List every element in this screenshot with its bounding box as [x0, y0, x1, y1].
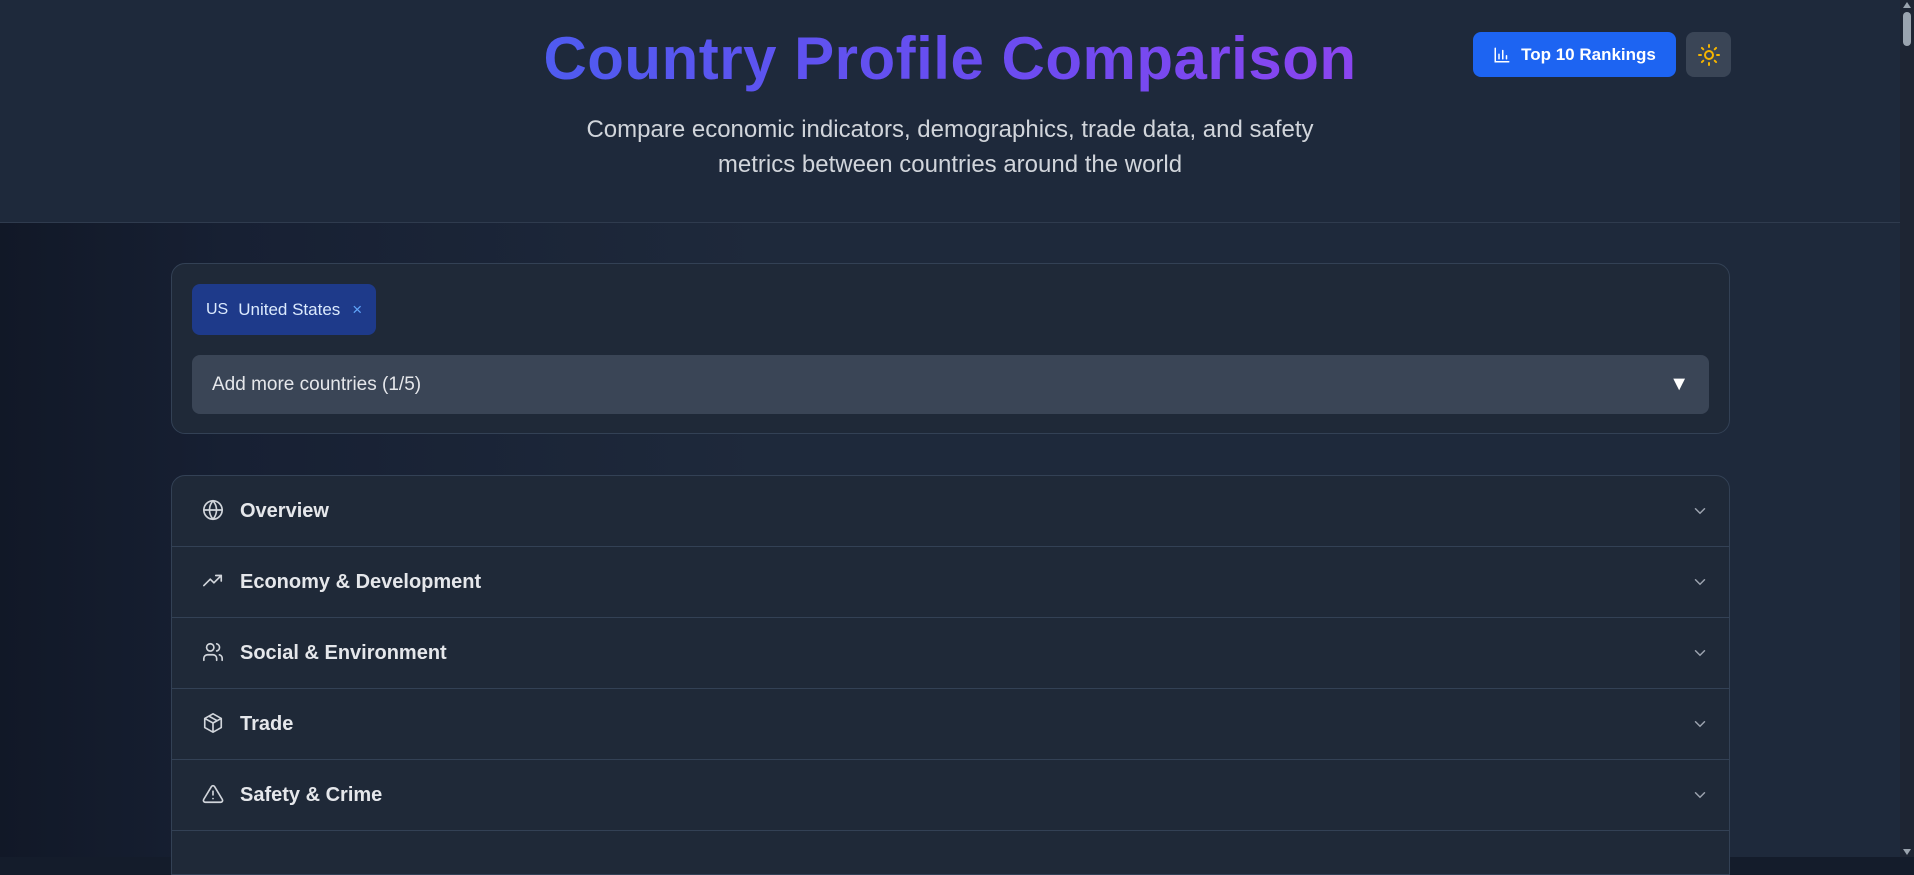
theme-toggle-button[interactable]: [1686, 32, 1731, 77]
top-rankings-button[interactable]: Top 10 Rankings: [1473, 32, 1676, 77]
scroll-down-arrow-icon[interactable]: [1903, 849, 1911, 855]
section-label: Economy & Development: [240, 570, 482, 593]
chevron-down-icon: [1691, 786, 1709, 804]
section-social[interactable]: Social & Environment: [172, 618, 1729, 689]
page-title-text: Country Profile Comparison: [543, 25, 1357, 92]
top-rankings-label: Top 10 Rankings: [1521, 44, 1656, 64]
package-icon: [202, 712, 226, 736]
section-label: Safety & Crime: [240, 783, 383, 806]
page-scrollbar[interactable]: [1900, 0, 1914, 857]
chevron-down-icon: [1691, 502, 1709, 520]
add-countries-label: Add more countries (1/5): [212, 373, 422, 395]
country-code: US: [206, 300, 229, 318]
section-label: Social & Environment: [240, 641, 447, 664]
trending-up-icon: [202, 570, 226, 594]
users-icon: [202, 641, 226, 665]
remove-country-button[interactable]: ×: [352, 299, 363, 319]
sun-icon: [1697, 43, 1721, 67]
section-trade[interactable]: Trade: [172, 689, 1729, 760]
chevron-down-icon: [1691, 715, 1709, 733]
selected-country-chip: US United States ×: [192, 284, 377, 335]
section-economy[interactable]: Economy & Development: [172, 547, 1729, 618]
country-selector-card: US United States × Add more countries (1…: [171, 263, 1730, 434]
chevron-down-icon: [1691, 573, 1709, 591]
dropdown-arrow-icon: ▼: [1669, 373, 1689, 395]
scroll-thumb[interactable]: [1903, 12, 1911, 46]
page-title: Country Profile Comparison: [0, 24, 1900, 93]
chevron-down-icon: [1691, 644, 1709, 662]
globe-icon: [202, 499, 226, 523]
sections-accordion: Overview Economy & Development Social & …: [171, 475, 1730, 875]
section-label: Overview: [240, 499, 329, 522]
page-subtitle: Compare economic indicators, demographic…: [586, 116, 1314, 178]
section-safety[interactable]: Safety & Crime: [172, 760, 1729, 831]
page-header: Country Profile Comparison Compare econo…: [0, 0, 1900, 223]
bar-chart-icon: [1493, 46, 1511, 64]
alert-triangle-icon: [202, 783, 226, 807]
add-countries-dropdown[interactable]: Add more countries (1/5) ▼: [192, 355, 1709, 414]
section-overview[interactable]: Overview: [172, 476, 1729, 547]
country-name: United States: [238, 299, 341, 319]
scroll-up-arrow-icon[interactable]: [1903, 2, 1911, 8]
section-label: Trade: [240, 712, 294, 735]
